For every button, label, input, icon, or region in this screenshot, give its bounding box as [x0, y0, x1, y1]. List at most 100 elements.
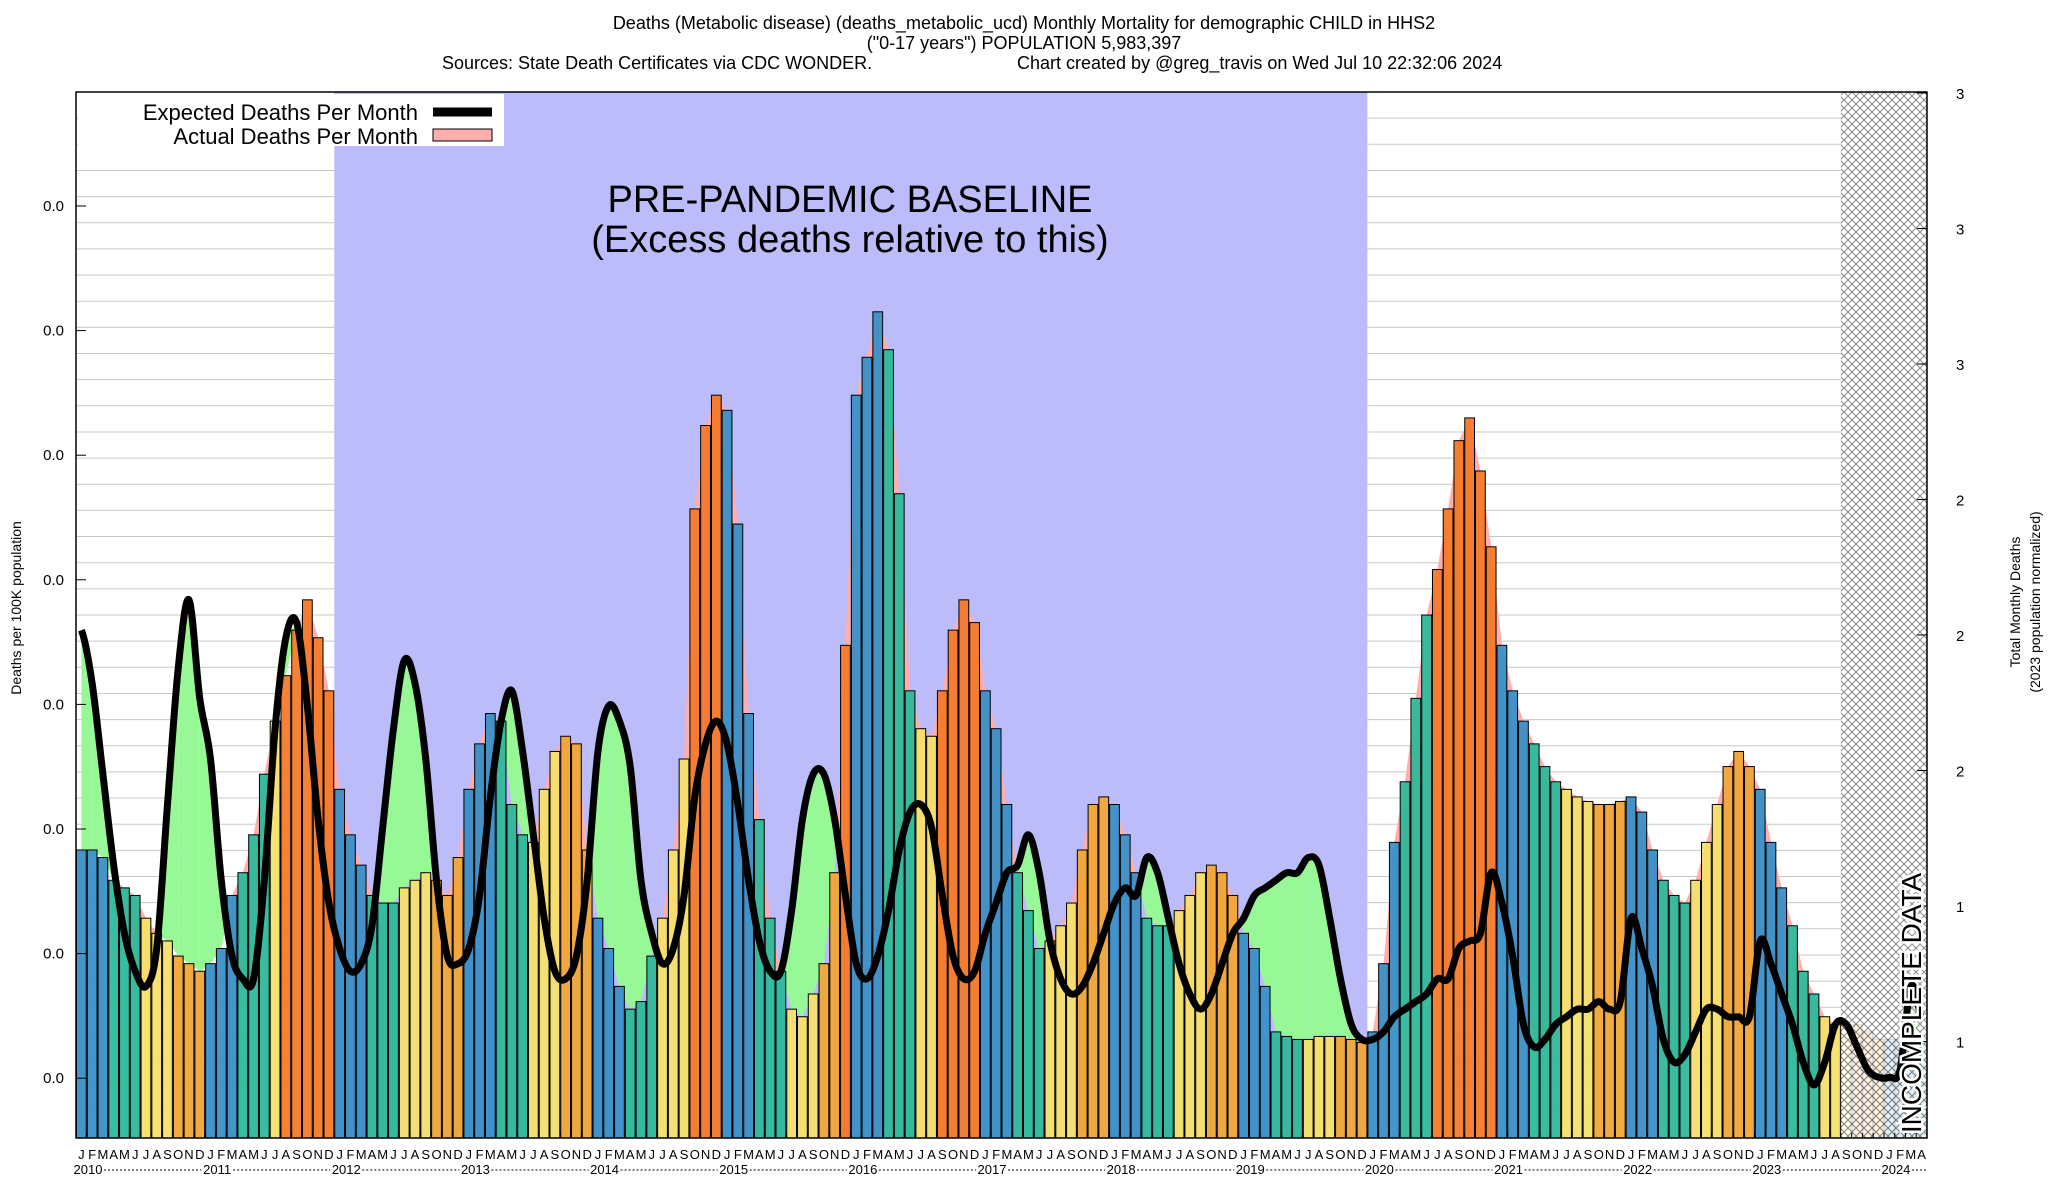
bar [1442, 508, 1454, 1138]
month-label: A [1530, 1147, 1539, 1162]
month-label: J [530, 1147, 537, 1162]
bar [915, 728, 927, 1138]
bar [1485, 546, 1497, 1138]
month-label: A [497, 1147, 506, 1162]
bar [710, 394, 722, 1138]
bar [172, 955, 184, 1138]
bar [603, 948, 615, 1138]
month-label: J [907, 1147, 914, 1162]
left-tick-label: 0.0 [43, 946, 64, 963]
year-label: 2012 [332, 1162, 361, 1177]
month-label: J [659, 1147, 666, 1162]
deficit-area [1254, 887, 1266, 987]
bar [1367, 1031, 1379, 1138]
bar [452, 857, 464, 1138]
bar [538, 788, 550, 1138]
bar [1044, 940, 1056, 1138]
bar [1571, 796, 1583, 1138]
month-label: S [1067, 1147, 1076, 1162]
month-label: J [466, 1147, 473, 1162]
month-label: D [712, 1147, 721, 1162]
bar [743, 713, 754, 1138]
month-label: M [1001, 1147, 1012, 1162]
bar [1410, 697, 1422, 1138]
bar [205, 963, 216, 1138]
month-label: J [918, 1147, 925, 1162]
month-label: A [282, 1147, 291, 1162]
month-label: J [1305, 1147, 1312, 1162]
month-label: F [1509, 1147, 1517, 1162]
month-label: A [669, 1147, 678, 1162]
month-label: S [680, 1147, 689, 1162]
right-axis-label-2: (2023 population normalized) [2027, 511, 2043, 693]
deficit-area [404, 660, 415, 888]
bar [1119, 834, 1131, 1138]
bar [162, 940, 173, 1138]
month-label: D [970, 1147, 979, 1162]
bar [1356, 1041, 1368, 1138]
month-label: J [1294, 1147, 1301, 1162]
deficit-area [619, 721, 631, 1010]
month-label: F [1638, 1147, 1646, 1162]
bar [301, 599, 313, 1138]
month-label: N [1605, 1147, 1614, 1162]
month-label: M [506, 1147, 517, 1162]
month-label: S [292, 1147, 301, 1162]
month-label: O [1206, 1147, 1216, 1162]
month-label: J [1240, 1147, 1247, 1162]
month-label: A [1831, 1147, 1840, 1162]
month-label: J [1811, 1147, 1818, 1162]
month-label: J [78, 1147, 85, 1162]
year-label: 2014 [590, 1162, 619, 1177]
year-label: 2024 [1881, 1162, 1910, 1177]
deficit-area [802, 774, 814, 1017]
bar [1679, 902, 1691, 1138]
bar [1507, 690, 1519, 1138]
left-tick-label: 0.0 [43, 696, 64, 713]
bar [1227, 894, 1239, 1138]
bar [829, 872, 841, 1138]
baseline-label-line-1: PRE-PANDEMIC BASELINE [608, 179, 1093, 221]
month-label: D [1486, 1147, 1495, 1162]
bar [850, 394, 862, 1138]
month-label: O [173, 1147, 183, 1162]
month-label: N [959, 1147, 968, 1162]
year-label: 2020 [1365, 1162, 1394, 1177]
bar [1313, 1035, 1325, 1138]
month-label: M [1281, 1147, 1292, 1162]
deficit-area [1286, 872, 1298, 1040]
month-label: J [1886, 1147, 1893, 1162]
bar [958, 599, 970, 1138]
bar [1162, 925, 1174, 1138]
month-label: J [272, 1147, 279, 1162]
deficit-area [1308, 857, 1319, 1040]
month-label: F [1121, 1147, 1129, 1162]
bar [1711, 803, 1723, 1138]
bar [1593, 803, 1605, 1138]
month-label: J [1423, 1147, 1430, 1162]
month-label: D [1099, 1147, 1108, 1162]
bar [129, 894, 141, 1138]
month-label: O [1077, 1147, 1087, 1162]
month-label: A [1702, 1147, 1711, 1162]
year-label: 2018 [1107, 1162, 1136, 1177]
bar [484, 713, 496, 1138]
month-label: A [798, 1147, 807, 1162]
month-label: M [1260, 1147, 1271, 1162]
month-label: M [248, 1147, 259, 1162]
month-label: M [765, 1147, 776, 1162]
month-label: M [1647, 1147, 1658, 1162]
bar [1518, 720, 1529, 1138]
bar [1453, 440, 1465, 1138]
left-tick-label: 0.0 [43, 447, 64, 464]
month-label: A [1272, 1147, 1281, 1162]
right-tick-label: 3 [1956, 222, 1964, 239]
bar [119, 887, 130, 1138]
bar [1109, 803, 1120, 1138]
bar [614, 985, 625, 1138]
bar [624, 1008, 636, 1138]
bar [1636, 811, 1648, 1138]
month-label: S [421, 1147, 430, 1162]
bar [291, 629, 302, 1138]
